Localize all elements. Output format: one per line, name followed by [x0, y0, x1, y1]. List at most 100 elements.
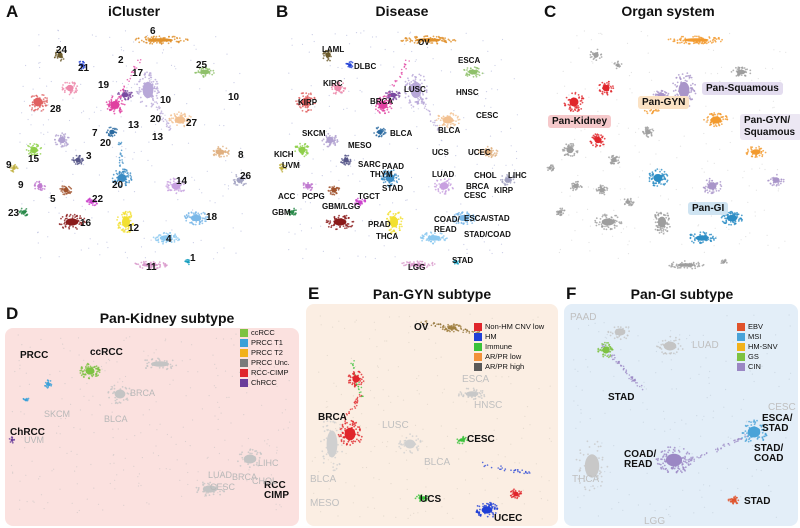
legend-label: HM-SNV [748, 342, 778, 351]
background-points [573, 314, 792, 518]
cluster-label: 20 [100, 138, 112, 149]
cluster-points [400, 35, 457, 45]
cluster-points [135, 71, 160, 108]
cluster-label: 2 [118, 55, 124, 66]
cluster-label: 6 [150, 26, 156, 37]
legend-item: RCC-CIMP [240, 368, 290, 378]
legend-item: CIN [737, 362, 778, 372]
panel-title: Disease [375, 3, 429, 19]
tag-pan-gyn: Pan-GYN [638, 96, 690, 109]
legend-label: MSI [748, 332, 762, 341]
cluster-label: 13 [152, 132, 164, 143]
cluster-label: BLCA [424, 457, 451, 468]
cluster-points [29, 94, 48, 112]
cluster-label: THYM [370, 170, 393, 179]
panel-d: D Pan-Kidney subtype ccRCC PRCC T1 PRCC T2… [0, 284, 302, 528]
panel-background [306, 304, 558, 526]
cluster-label: 26 [240, 171, 252, 182]
tag-pan-gyn-squamous: Pan-GYN/ Squamous [740, 114, 800, 140]
panel-a: A iCluster 1 2 3 4 5 6 7 8 9 9 10 10 11 12 13 13 14 15 16 1… [0, 0, 268, 273]
cluster-label: LAML [322, 45, 345, 54]
cluster-label: SKCM [302, 129, 326, 138]
legend-item: Immune [474, 342, 544, 352]
legend-item: AR/PR low [474, 352, 544, 362]
cluster-label: 15 [28, 154, 40, 165]
cluster-label: KICH [274, 150, 294, 159]
panel-c: C Organ system Pan-Kidney Pan-GYN Pan-Sq… [536, 0, 800, 270]
cluster-label: SKCM [44, 409, 71, 419]
cluster-points [720, 258, 728, 264]
cluster-label: 1 [190, 253, 196, 264]
cluster-label: 3 [86, 151, 92, 162]
cluster-points [703, 112, 729, 128]
cluster-points [340, 154, 352, 166]
cluster-points [435, 112, 461, 129]
cluster-label: BRCA [232, 472, 258, 482]
cluster-points [561, 143, 579, 157]
cluster-points [463, 66, 484, 78]
legend-swatch [737, 353, 745, 361]
cluster-label: ACC [278, 192, 296, 201]
cluster-label: COAD/ READ [434, 215, 460, 234]
cluster-label: CHOL [252, 476, 278, 486]
cluster-label: CESC [467, 434, 495, 445]
legend-label: EBV [748, 322, 764, 331]
cluster-points [330, 80, 347, 95]
cluster-label: UVM [282, 161, 300, 170]
cluster-points [22, 397, 30, 402]
cluster-points [237, 448, 263, 469]
cluster-label: 8 [238, 150, 244, 161]
cluster-points [598, 80, 615, 96]
cluster-points [672, 72, 697, 109]
cluster-points [294, 142, 310, 158]
cluster-points [509, 488, 523, 500]
legend-swatch [240, 379, 248, 387]
cluster-label: STAD/COAD [464, 230, 511, 239]
legend-item: PRCC Unc. [240, 358, 290, 368]
panel-background [564, 304, 798, 526]
subtype-legend: ccRCC PRCC T1 PRCC T2 PRCC Unc. RCC-CIMP ChRC… [240, 328, 290, 388]
panel-title: Pan-GI subtype [630, 286, 734, 302]
cluster-points [607, 326, 630, 341]
cluster-trail [117, 141, 125, 178]
cluster-label: PAAD [382, 162, 405, 171]
cluster-label: LUAD [208, 470, 233, 480]
background-points [311, 313, 552, 520]
cluster-label: 20 [112, 180, 124, 191]
cluster-points [668, 260, 705, 270]
cluster-label: CHOL [474, 171, 497, 180]
cluster-points [287, 207, 297, 216]
cluster-points [111, 168, 133, 188]
icluster-scatter [9, 29, 249, 270]
legend-swatch [474, 363, 482, 371]
legend-swatch [240, 339, 248, 347]
cluster-label: BRCA [318, 412, 347, 423]
cluster-points [433, 178, 454, 195]
legend-item: GS [737, 352, 778, 362]
cluster-points [398, 433, 422, 454]
cluster-label: ESCA/ STAD [762, 413, 793, 434]
tag-pan-squamous: Pan-Squamous [702, 82, 783, 95]
cluster-points [727, 495, 740, 505]
cluster-label: SARC [358, 160, 381, 169]
cluster-label: CESC [210, 482, 236, 492]
cluster-points [457, 387, 486, 401]
cluster-label: 9 [6, 160, 12, 171]
legend-label: ccRCC [251, 328, 275, 337]
cluster-label: OV [418, 38, 430, 47]
panel-background [5, 328, 299, 526]
legend-label: AR/PR low [485, 352, 522, 361]
cluster-points [320, 420, 345, 472]
panel-letter: B [276, 2, 289, 21]
cluster-label: 17 [132, 68, 144, 79]
cluster-label: PAAD [570, 312, 597, 323]
cluster-label: ChRCC [10, 427, 45, 438]
cluster-points [642, 126, 655, 138]
cluster-label: STAD [744, 496, 771, 507]
legend-item: Non-HM CNV low [474, 322, 544, 332]
cluster-points [184, 258, 191, 266]
cluster-label: 13 [128, 120, 140, 131]
cluster-points [8, 436, 16, 444]
cluster-points [702, 177, 723, 195]
cluster-label: ESCA [458, 56, 481, 65]
